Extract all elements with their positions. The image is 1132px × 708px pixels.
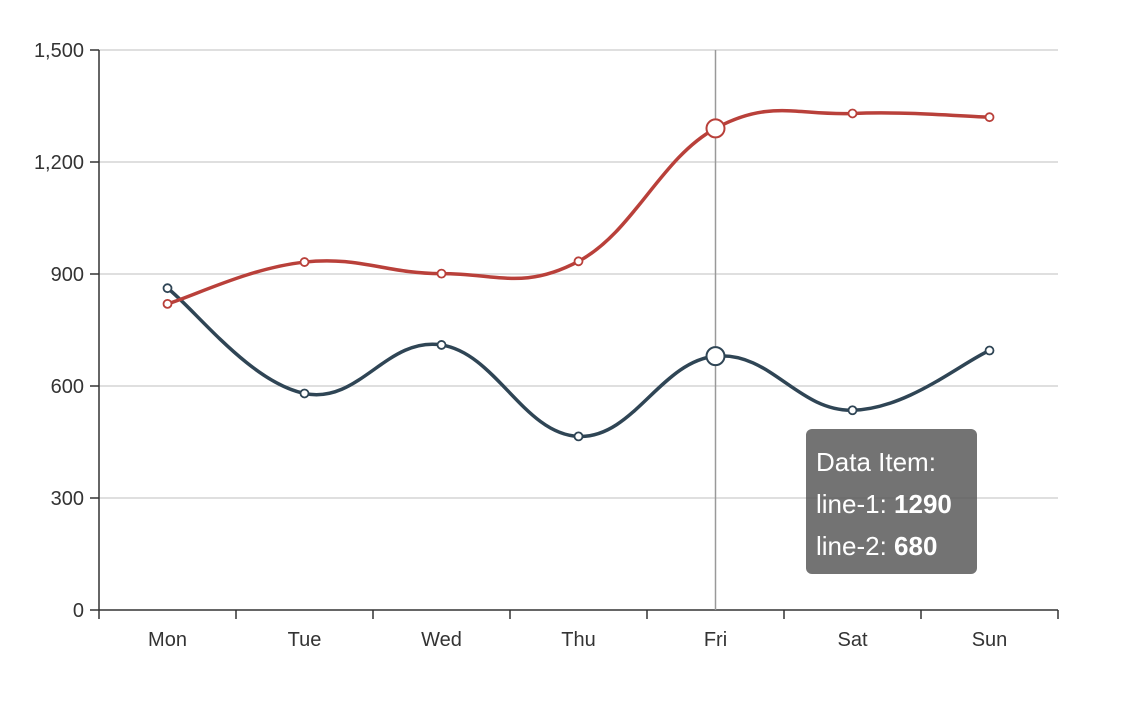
y-tick-label: 0 [73, 600, 84, 622]
data-point-line-1 [436, 268, 447, 279]
tooltip-label-line-2: line-2: [816, 531, 895, 561]
y-tick-label: 1,200 [34, 152, 84, 174]
tooltip: Data Item: line-1: 1290 line-2: 680 [806, 429, 977, 574]
tooltip-title: Data Item: [816, 447, 936, 477]
series-line-line-1 [165, 108, 992, 306]
tooltip-row-line-2: line-2: 680 [816, 525, 967, 567]
series-line-line-2 [165, 286, 992, 439]
x-tick-label: Fri [704, 629, 727, 651]
y-tick-label: 1,500 [34, 40, 84, 62]
tooltip-value-line-1: 1290 [894, 489, 952, 519]
data-point-line-2 [436, 340, 447, 350]
y-tick-label: 900 [51, 264, 84, 286]
data-point-line-2 [847, 405, 858, 416]
data-point-line-1 [162, 298, 173, 309]
data-point-line-2 [984, 345, 995, 356]
data-point-line-1 [984, 112, 995, 123]
x-tick-label: Tue [288, 629, 322, 651]
data-point-line-1 [299, 257, 310, 267]
data-point-line-2 [162, 283, 173, 294]
data-point-line-1 [847, 108, 858, 119]
x-tick-label: Sun [972, 629, 1008, 651]
data-point-line-1 [705, 118, 726, 139]
data-point-line-2 [299, 388, 310, 399]
data-point-line-1 [573, 256, 584, 267]
x-tick-label: Thu [561, 629, 595, 651]
x-tick-label: Mon [148, 629, 187, 651]
x-tick-label: Wed [421, 629, 462, 651]
y-tick-label: 600 [51, 376, 84, 398]
tooltip-value-line-2: 680 [894, 531, 938, 561]
tooltip-label-line-1: line-1: [816, 489, 895, 519]
y-tick-label: 300 [51, 488, 84, 510]
tooltip-row-line-1: line-1: 1290 [816, 483, 967, 525]
x-tick-label: Sat [837, 629, 867, 651]
data-point-line-2 [705, 346, 726, 367]
data-point-line-2 [573, 431, 584, 442]
